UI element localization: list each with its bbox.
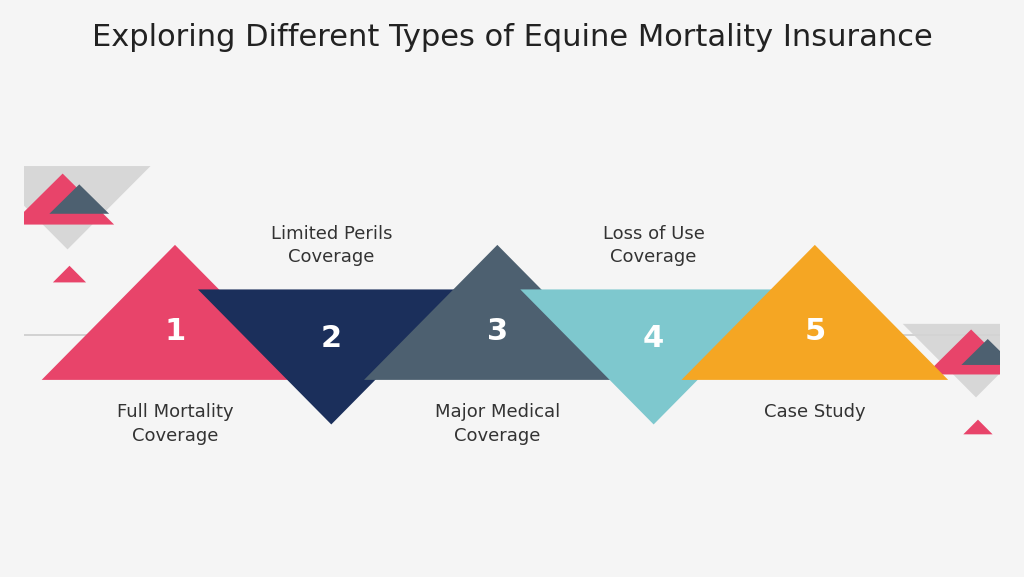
Polygon shape [364, 245, 631, 380]
Polygon shape [962, 339, 1014, 365]
Text: Exploring Different Types of Equine Mortality Insurance: Exploring Different Types of Equine Mort… [91, 23, 933, 52]
Text: Loss of Use
Coverage: Loss of Use Coverage [603, 225, 705, 267]
Polygon shape [11, 174, 114, 224]
Text: 3: 3 [486, 317, 508, 346]
Polygon shape [49, 185, 110, 213]
Text: 5: 5 [804, 317, 825, 346]
Text: 1: 1 [165, 317, 185, 346]
Polygon shape [198, 290, 465, 425]
Text: Case Study: Case Study [764, 403, 865, 421]
Text: Limited Perils
Coverage: Limited Perils Coverage [270, 225, 392, 267]
Polygon shape [520, 290, 787, 425]
Text: 4: 4 [643, 324, 665, 353]
Text: 2: 2 [321, 324, 342, 353]
Polygon shape [42, 245, 308, 380]
Polygon shape [964, 419, 992, 434]
Polygon shape [903, 324, 1024, 398]
Polygon shape [926, 329, 1017, 374]
Text: Full Mortality
Coverage: Full Mortality Coverage [117, 403, 233, 444]
Text: Major Medical
Coverage: Major Medical Coverage [435, 403, 560, 444]
Polygon shape [0, 166, 151, 249]
Polygon shape [53, 266, 86, 282]
Polygon shape [682, 245, 948, 380]
